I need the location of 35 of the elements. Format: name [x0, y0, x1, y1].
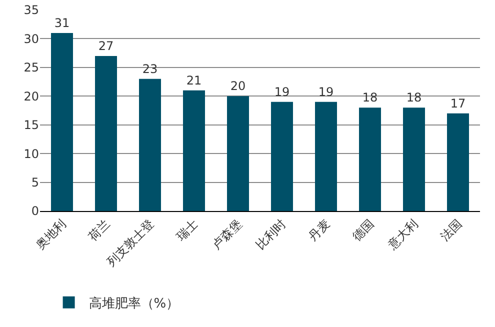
data-label: 20	[230, 79, 246, 94]
y-tick-label: 35	[24, 3, 39, 18]
y-tick-label: 30	[24, 32, 39, 46]
bar	[95, 56, 117, 211]
y-tick-label: 10	[24, 146, 39, 161]
y-tick-label: 15	[24, 118, 39, 132]
bar	[51, 32, 73, 211]
data-label: 31	[54, 16, 70, 30]
data-label: 17	[450, 96, 466, 110]
y-tick-label: 20	[24, 89, 39, 104]
x-tick-label: 瑞士	[173, 216, 200, 244]
y-tick-label: 25	[24, 60, 39, 75]
x-tick-label: 比利时	[253, 216, 288, 252]
x-tick-label: 法国	[437, 216, 464, 244]
data-label: 19	[274, 84, 290, 99]
data-label: 21	[186, 73, 202, 88]
legend-label: 高堆肥率（%）	[88, 295, 180, 312]
x-tick-label: 卢森堡	[209, 216, 244, 252]
x-tick-label: 奥地利	[33, 216, 68, 252]
x-tick-label: 德国	[349, 216, 376, 244]
data-label: 19	[318, 84, 334, 99]
x-tick-label: 丹麦	[305, 216, 332, 244]
bar	[227, 96, 249, 211]
bar	[271, 102, 293, 211]
bar	[359, 108, 381, 211]
data-label: 27	[98, 38, 114, 53]
y-tick-label: 0	[31, 204, 39, 218]
bar	[447, 113, 469, 211]
bar	[315, 102, 337, 211]
x-tick-label: 意大利	[384, 216, 420, 253]
bar	[139, 78, 161, 211]
y-tick-label: 5	[31, 175, 39, 190]
x-tick-label: 荷兰	[85, 216, 112, 244]
bar	[403, 108, 425, 211]
bar	[183, 90, 205, 211]
